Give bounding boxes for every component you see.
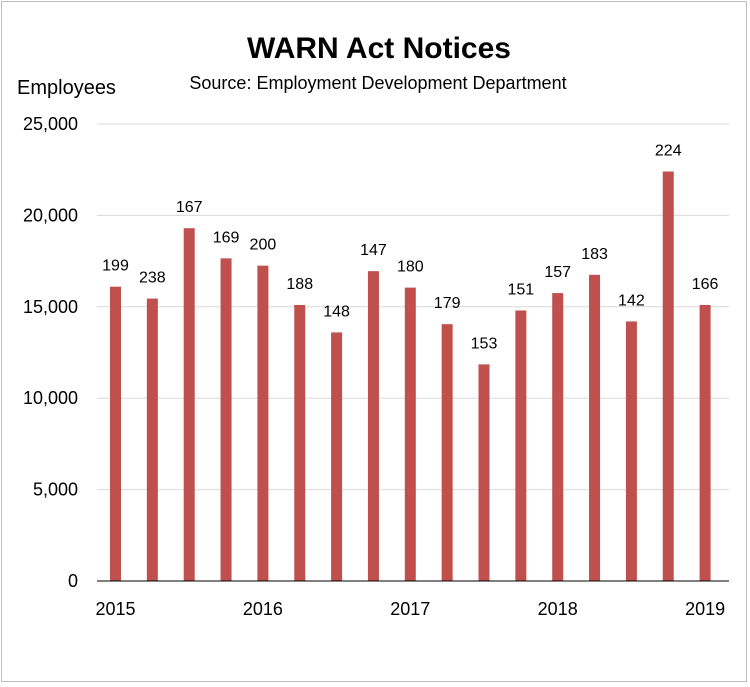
x-tick-label: 2016 — [243, 599, 283, 619]
bar — [110, 286, 121, 581]
data-label: 142 — [618, 292, 645, 309]
bar — [183, 228, 195, 582]
data-label: 148 — [323, 303, 350, 320]
y-tick-label: 0 — [68, 571, 78, 591]
x-axis-ticks: 2015 2016 2017 2018 2019 — [95, 599, 725, 619]
chart-subtitle: Source: Employment Development Departmen… — [189, 73, 566, 93]
x-tick-label: 2017 — [390, 599, 430, 619]
bar — [662, 171, 674, 581]
bar — [515, 310, 527, 581]
data-label: 200 — [250, 237, 277, 254]
bar — [331, 332, 343, 581]
x-tick-label: 2015 — [95, 599, 135, 619]
x-tick-label: 2019 — [685, 599, 725, 619]
bar — [257, 265, 269, 581]
data-label: 183 — [581, 246, 608, 263]
data-label: 153 — [471, 335, 498, 352]
data-label: 224 — [655, 143, 682, 160]
data-label: 151 — [507, 281, 534, 298]
data-label: 166 — [692, 276, 719, 293]
bar — [367, 271, 379, 581]
bar — [220, 258, 232, 581]
data-label: 238 — [139, 270, 166, 287]
chart-title: WARN Act Notices — [247, 32, 511, 65]
bars — [110, 171, 711, 582]
bar — [294, 304, 306, 581]
bar — [441, 324, 453, 581]
bar — [699, 304, 711, 581]
data-labels: 199 238 167 169 200 188 148 147 180 179 153 151 157 1… — [102, 143, 718, 353]
x-tick-label: 2018 — [538, 599, 578, 619]
y-tick-label: 25,000 — [23, 114, 78, 134]
y-tick-label: 5,000 — [33, 480, 78, 500]
y-tick-label: 15,000 — [23, 297, 78, 317]
data-label: 199 — [102, 258, 129, 275]
data-label: 147 — [360, 242, 387, 259]
data-label: 169 — [213, 229, 240, 246]
bar — [478, 364, 490, 581]
data-label: 188 — [286, 276, 313, 293]
bar — [404, 287, 416, 581]
bar — [589, 274, 601, 581]
y-tick-label: 10,000 — [23, 388, 78, 408]
y-axis-ticks: 0 5,000 10,000 15,000 20,000 25,000 — [23, 114, 78, 591]
bar — [146, 298, 158, 581]
bar — [552, 293, 564, 581]
data-label: 167 — [176, 199, 203, 216]
data-label: 179 — [434, 295, 461, 312]
data-label: 157 — [544, 264, 571, 281]
y-axis-label: Employees — [17, 77, 116, 99]
bar — [625, 321, 637, 581]
data-label: 180 — [397, 259, 424, 276]
y-tick-label: 20,000 — [23, 205, 78, 225]
